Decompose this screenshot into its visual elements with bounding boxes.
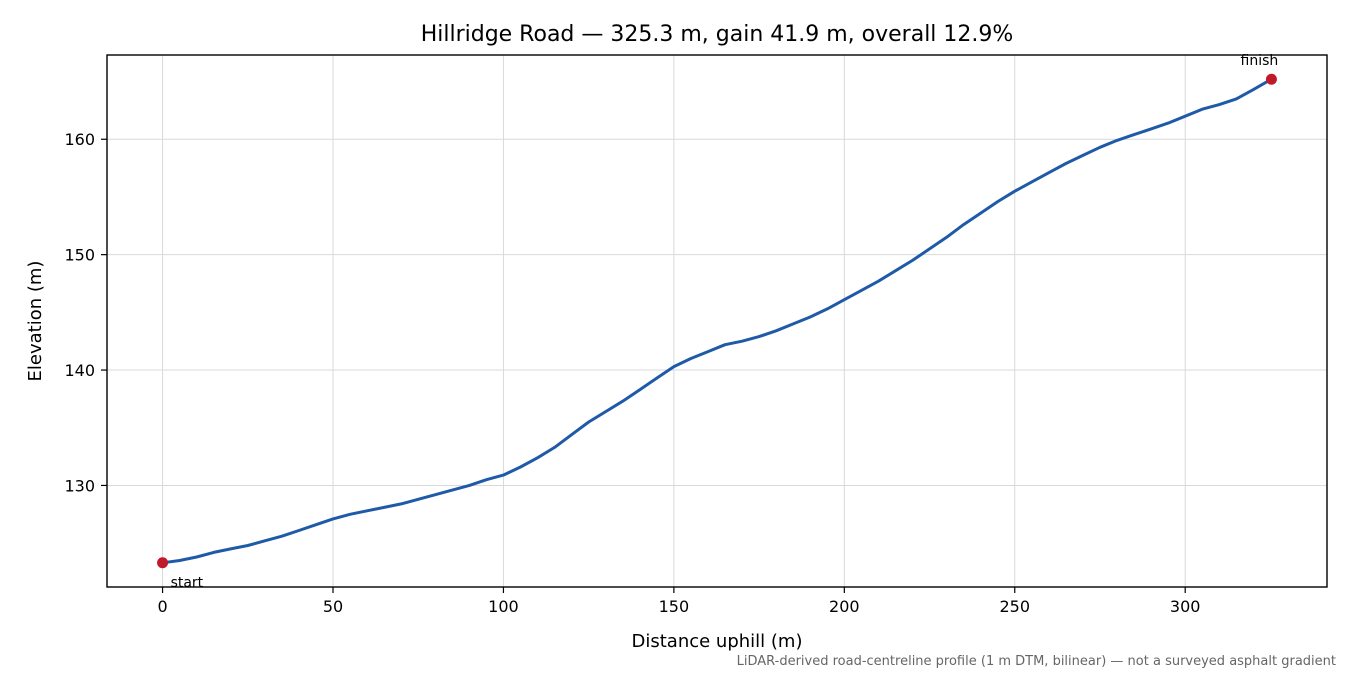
plot-frame [106, 54, 1328, 588]
y-tick-label: 160 [64, 130, 95, 149]
x-tick-label: 0 [157, 597, 167, 616]
start-label: start [171, 575, 204, 591]
y-tick-label: 150 [64, 246, 95, 265]
axis-ticks: 0 50 100 150 200 250 300 130 140 150 160 [64, 130, 1200, 616]
y-tick-label: 130 [64, 476, 95, 495]
x-axis-label: Distance uphill (m) [632, 631, 803, 652]
y-axis-label: Elevation (m) [25, 261, 46, 382]
finish-marker [1265, 73, 1277, 85]
x-tick-label: 200 [829, 597, 860, 616]
grid-lines [107, 55, 1327, 587]
endpoint-markers: start finish [157, 53, 1278, 591]
series-layer [161, 77, 1273, 565]
x-tick-label: 300 [1170, 597, 1201, 616]
footnote: LiDAR-derived road-centreline profile (1… [737, 654, 1336, 669]
x-tick-label: 100 [488, 597, 519, 616]
finish-label: finish [1241, 53, 1279, 69]
start-marker [157, 557, 169, 569]
chart-title: Hillridge Road — 325.3 m, gain 41.9 m, o… [421, 22, 1014, 47]
y-tick-label: 140 [64, 361, 95, 380]
x-tick-label: 250 [999, 597, 1030, 616]
x-tick-label: 150 [659, 597, 690, 616]
x-tick-label: 50 [323, 597, 343, 616]
elevation-profile-line [161, 77, 1273, 565]
